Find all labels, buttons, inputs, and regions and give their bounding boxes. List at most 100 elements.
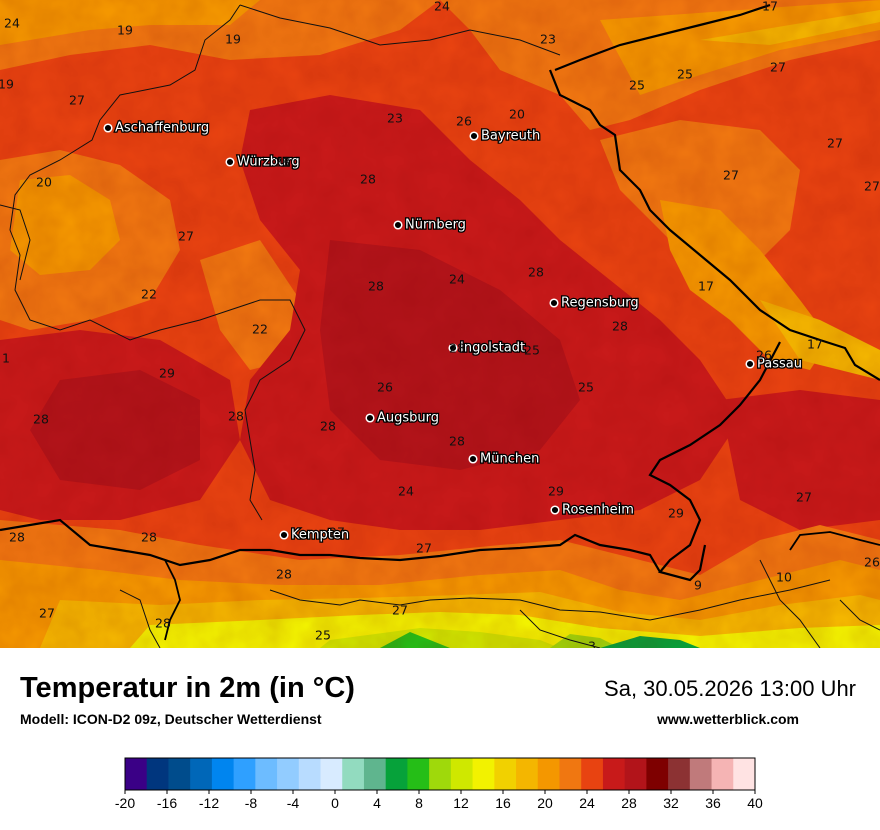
temperature-value: 22 bbox=[252, 322, 268, 337]
city-label: Aschaffenburg bbox=[115, 121, 209, 136]
city-dot bbox=[393, 220, 403, 230]
temperature-value: 3 bbox=[588, 639, 596, 649]
city-marker: Ingolstadt bbox=[448, 339, 526, 357]
temperature-value: 28 bbox=[612, 319, 628, 334]
temperature-value: 28 bbox=[368, 279, 384, 294]
legend-tick-label: -20 bbox=[115, 795, 135, 811]
legend-tick-label: 36 bbox=[705, 795, 721, 811]
legend-swatch bbox=[146, 758, 169, 790]
city-dot bbox=[468, 454, 478, 464]
legend-tick-label: 24 bbox=[579, 795, 595, 811]
city-dot bbox=[550, 505, 560, 515]
temperature-value: 27 bbox=[770, 60, 786, 75]
city-marker: Nürnberg bbox=[393, 216, 467, 234]
map-title: Temperatur in 2m (in °C) bbox=[20, 672, 355, 704]
city-dot bbox=[745, 359, 755, 369]
legend-tick-label: 16 bbox=[495, 795, 511, 811]
temperature-value: 26 bbox=[864, 555, 880, 570]
national-border-czech bbox=[554, 3, 771, 72]
legend-swatch bbox=[624, 758, 647, 790]
legend-swatch bbox=[190, 758, 213, 790]
temperature-value: 29 bbox=[548, 484, 564, 499]
temperature-value: 24 bbox=[449, 272, 465, 287]
legend-swatch bbox=[211, 758, 235, 790]
temperature-value: 25 bbox=[629, 78, 645, 93]
temperature-value: 28 bbox=[141, 530, 157, 545]
legend-swatch bbox=[733, 758, 756, 790]
temperature-value: 27 bbox=[827, 136, 843, 151]
legend-swatch bbox=[407, 758, 430, 790]
city-label: München bbox=[480, 452, 539, 467]
legend-swatch bbox=[277, 758, 300, 790]
city-label: Rosenheim bbox=[562, 503, 634, 518]
legend-swatch bbox=[363, 758, 387, 790]
border-lake-constance bbox=[164, 559, 181, 641]
website-link[interactable]: www.wetterblick.com bbox=[657, 711, 799, 727]
temperature-value: 26 bbox=[377, 380, 393, 395]
temperature-value: 28 bbox=[449, 434, 465, 449]
legend-swatch bbox=[537, 758, 560, 790]
border-west-upper bbox=[0, 204, 31, 281]
legend-tick-label: -8 bbox=[245, 795, 258, 811]
temperature-value: 17 bbox=[807, 337, 823, 352]
legend-tick-label: 12 bbox=[453, 795, 469, 811]
temperature-value: 19 bbox=[0, 77, 14, 92]
legend-swatch bbox=[168, 758, 191, 790]
temperature-value: 27 bbox=[178, 229, 194, 244]
legend-swatches bbox=[124, 757, 756, 791]
temperature-value: 25 bbox=[677, 67, 693, 82]
legend-swatch bbox=[450, 758, 474, 790]
city-dot bbox=[549, 298, 559, 308]
city-marker: München bbox=[468, 450, 541, 468]
temperature-value: 28 bbox=[9, 530, 25, 545]
city-marker: Augsburg bbox=[365, 409, 440, 427]
legend-swatch bbox=[255, 758, 278, 790]
national-border-austria bbox=[648, 341, 781, 582]
region-border-salzburg bbox=[759, 559, 821, 648]
border-east-austria bbox=[789, 531, 880, 551]
national-border-east bbox=[548, 69, 880, 381]
legend-swatch bbox=[668, 758, 691, 790]
temperature-value: 28 bbox=[449, 341, 465, 356]
temperature-value: 27 bbox=[416, 541, 432, 556]
legend-swatch bbox=[494, 758, 517, 790]
city-dot bbox=[469, 131, 479, 141]
legend-tick-label: 4 bbox=[373, 795, 381, 811]
region-border-tyrol bbox=[269, 579, 831, 621]
temperature-map: Aschaffenburg Würzburg Bayreuth Nürnberg Reg… bbox=[0, 0, 880, 648]
temperature-value: 19 bbox=[117, 23, 133, 38]
temperature-value: 23 bbox=[540, 32, 556, 47]
temperature-value: 27 bbox=[69, 93, 85, 108]
city-dot bbox=[225, 157, 235, 167]
legend-tick-label: -4 bbox=[287, 795, 300, 811]
temperature-value: 28 bbox=[360, 172, 376, 187]
legend-swatch bbox=[385, 758, 408, 790]
legend-swatch bbox=[125, 758, 148, 790]
city-label: Augsburg bbox=[377, 411, 439, 426]
temperature-value: 19 bbox=[225, 32, 241, 47]
legend-tick-label: -12 bbox=[199, 795, 219, 811]
city-marker: Kempten bbox=[279, 526, 350, 544]
temperature-value: 24 bbox=[398, 484, 414, 499]
temperature-value: 22 bbox=[141, 287, 157, 302]
borders bbox=[0, 3, 880, 648]
temperature-value: 17 bbox=[762, 0, 778, 14]
legend-swatch bbox=[516, 758, 539, 790]
city-markers: Aschaffenburg Würzburg Bayreuth Nürnberg Reg… bbox=[103, 119, 803, 544]
legend-swatch bbox=[342, 758, 365, 790]
legend-swatch bbox=[233, 758, 256, 790]
color-legend: -20 -16 -12 -8 -4 0 4 8 12 16 20 24 28 32 36 40 bbox=[115, 757, 763, 811]
legend-swatch bbox=[602, 758, 626, 790]
temperature-value: 10 bbox=[776, 570, 792, 585]
temperature-value: 27 bbox=[796, 490, 812, 505]
city-marker: Aschaffenburg bbox=[103, 119, 210, 137]
city-dot bbox=[279, 530, 289, 540]
temperature-value: 28 bbox=[33, 412, 49, 427]
temperature-value: 24 bbox=[434, 0, 450, 14]
legend-frame bbox=[124, 757, 756, 791]
legend-swatch bbox=[559, 758, 582, 790]
temperature-value: 25 bbox=[578, 380, 594, 395]
region-border-inner bbox=[519, 609, 601, 648]
legend-ticks: -20 -16 -12 -8 -4 0 4 8 12 16 20 24 28 32 36 40 bbox=[115, 790, 763, 811]
